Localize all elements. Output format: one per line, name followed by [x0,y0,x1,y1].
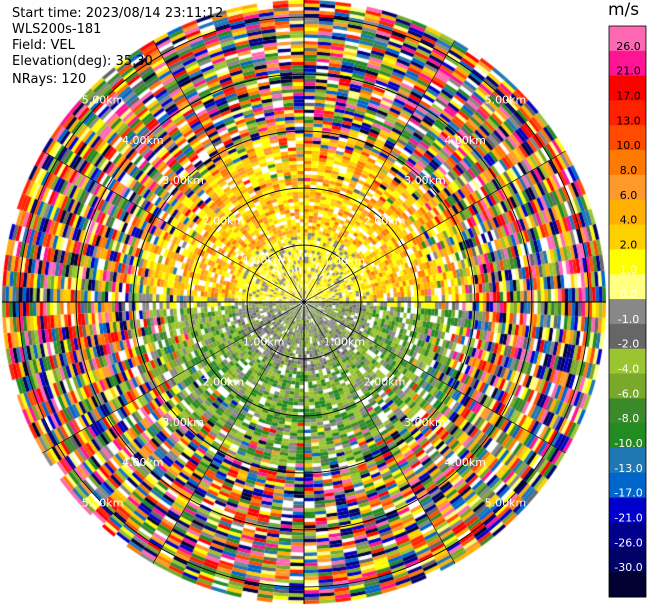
start-time-label: Start time: 2023/08/14 23:11:12 [12,6,224,21]
colorbar-title: m/s [608,0,640,20]
elevation-label: Elevation(deg): 35.30 [12,54,153,69]
instrument-label: WLS200s-181 [12,22,102,37]
field-label: Field: VEL [12,38,75,53]
nrays-label: NRays: 120 [12,72,87,87]
